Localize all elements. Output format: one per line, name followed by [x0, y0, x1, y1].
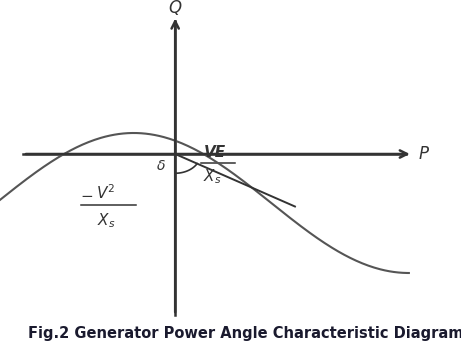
Text: Q: Q	[169, 0, 182, 17]
Text: $X_s$: $X_s$	[97, 211, 115, 230]
Text: $-$: $-$	[80, 187, 93, 202]
Text: $X_s$: $X_s$	[203, 167, 221, 186]
Text: P: P	[418, 145, 428, 163]
Text: $V^2$: $V^2$	[96, 183, 116, 202]
Text: Fig.2 Generator Power Angle Characteristic Diagram: Fig.2 Generator Power Angle Characterist…	[28, 326, 461, 341]
Text: δ: δ	[157, 159, 165, 173]
Text: VE: VE	[204, 145, 226, 160]
